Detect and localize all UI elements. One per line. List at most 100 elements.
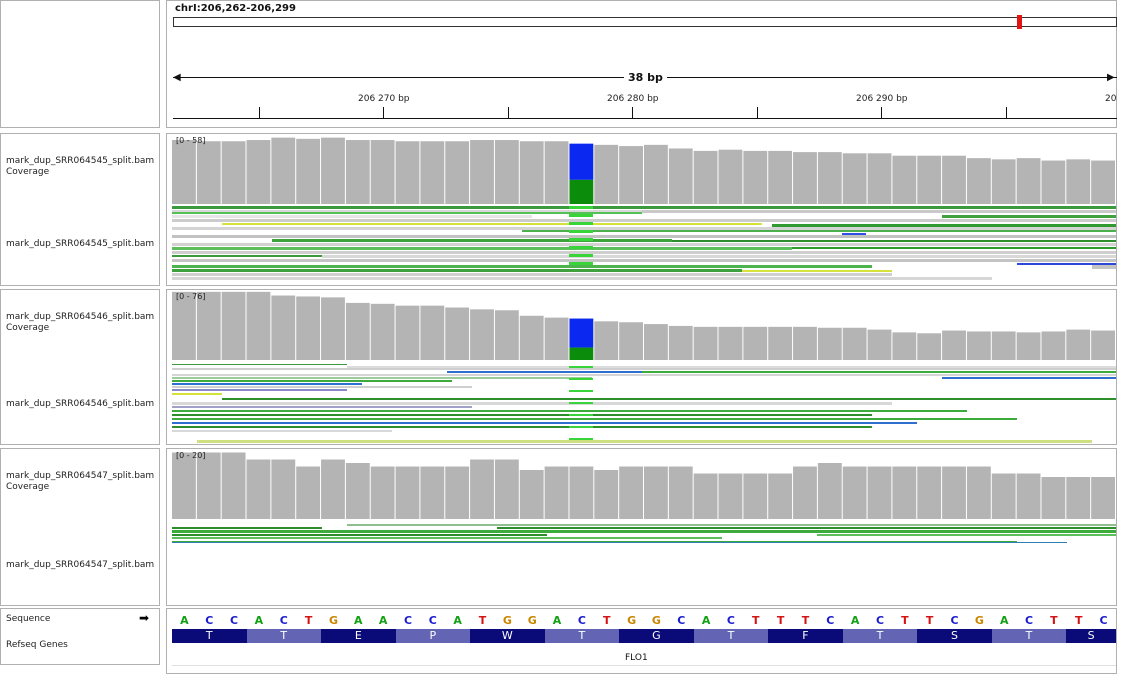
read[interactable]: [347, 366, 1116, 368]
read[interactable]: [672, 240, 1116, 242]
coverage-bar[interactable]: [246, 459, 271, 520]
coverage-bar[interactable]: [743, 326, 768, 360]
read[interactable]: [172, 377, 592, 379]
coverage-bar[interactable]: [668, 148, 693, 204]
read[interactable]: [172, 393, 222, 395]
coverage-bar[interactable]: [420, 141, 445, 204]
coverage-bar[interactable]: [1091, 477, 1115, 519]
coverage-bar[interactable]: [470, 459, 494, 520]
read[interactable]: [172, 251, 1116, 254]
read[interactable]: [172, 215, 532, 218]
coverage-bar[interactable]: [1016, 332, 1041, 360]
coverage-bar[interactable]: [619, 466, 643, 520]
coverage-bar[interactable]: [1091, 160, 1115, 204]
read[interactable]: [172, 389, 347, 391]
coverage-bar[interactable]: [942, 466, 966, 520]
read[interactable]: [172, 269, 742, 272]
coverage-bar[interactable]: [892, 466, 917, 520]
coverage-bar[interactable]: [693, 150, 718, 204]
coverage-bar[interactable]: [619, 146, 643, 204]
read[interactable]: [222, 398, 902, 400]
read[interactable]: [172, 383, 362, 385]
coverage-bar[interactable]: [966, 331, 991, 360]
read[interactable]: [522, 230, 1116, 232]
coverage-bar[interactable]: [519, 315, 544, 360]
coverage-bar[interactable]: [370, 140, 395, 204]
coverage-bar[interactable]: [793, 466, 817, 520]
coverage-bar[interactable]: [420, 466, 445, 520]
coverage-bar[interactable]: [917, 155, 942, 204]
coverage-bar[interactable]: [494, 459, 519, 520]
coverage-bar[interactable]: [296, 296, 321, 360]
read[interactable]: [172, 255, 322, 257]
coverage-bar[interactable]: [370, 466, 395, 520]
coverage-bar[interactable]: [867, 329, 892, 360]
read[interactable]: [942, 215, 1116, 218]
read[interactable]: [172, 530, 1116, 533]
coverage-bar[interactable]: [817, 463, 842, 519]
read[interactable]: [892, 398, 1116, 400]
coverage-bar[interactable]: [768, 473, 793, 520]
coverage-bar[interactable]: [271, 295, 296, 360]
read[interactable]: [172, 402, 892, 405]
read[interactable]: [172, 277, 992, 280]
coverage-bar[interactable]: [817, 152, 842, 204]
coverage-bar[interactable]: [1016, 473, 1041, 520]
coverage-bar[interactable]: [494, 140, 519, 204]
track-data-panel-3[interactable]: [0 - 20]: [166, 448, 1117, 606]
coverage-bar[interactable]: [644, 324, 668, 360]
coverage-bar[interactable]: [867, 153, 892, 204]
refseq-track-name[interactable]: Refseq Genes: [6, 640, 68, 650]
coverage-bar[interactable]: [842, 466, 867, 520]
coverage-track-name[interactable]: mark_dup_SRR064546_split.bam Coverage: [6, 312, 155, 333]
coverage-bar[interactable]: [271, 137, 296, 204]
coverage-bar[interactable]: [470, 309, 494, 360]
read[interactable]: [792, 247, 1116, 249]
coverage-bar[interactable]: [494, 310, 519, 360]
coverage-bar[interactable]: [321, 137, 345, 204]
coverage-bar[interactable]: [420, 305, 445, 360]
coverage-bar[interactable]: [842, 327, 867, 360]
coverage-track-name[interactable]: mark_dup_SRR064547_split.bam Coverage: [6, 471, 155, 492]
read[interactable]: [172, 243, 1116, 246]
coverage-bar[interactable]: [793, 152, 817, 204]
read[interactable]: [322, 255, 1116, 258]
read[interactable]: [172, 235, 1116, 238]
coverage-bar[interactable]: [1066, 159, 1091, 204]
sequence-track-name[interactable]: Sequence: [6, 614, 51, 624]
read[interactable]: [172, 206, 1116, 209]
coverage-bar[interactable]: [991, 473, 1016, 520]
coverage-bar[interactable]: [519, 141, 544, 204]
coverage-bar[interactable]: [693, 473, 718, 520]
coverage-bar[interactable]: [842, 153, 867, 204]
coverage-bar[interactable]: [172, 291, 196, 360]
coverage-chart-3[interactable]: [172, 449, 1116, 521]
read[interactable]: [172, 430, 392, 432]
coverage-bar[interactable]: [1041, 477, 1066, 519]
strand-arrow-icon[interactable]: ➡: [139, 611, 150, 625]
coverage-bar-ref-allele[interactable]: [569, 179, 594, 204]
coverage-bar[interactable]: [196, 291, 221, 360]
coverage-bar[interactable]: [345, 463, 370, 519]
coverage-bar[interactable]: [470, 140, 494, 204]
read[interactable]: [172, 265, 872, 268]
read[interactable]: [817, 534, 1116, 536]
read[interactable]: [172, 527, 322, 529]
read[interactable]: [642, 210, 1116, 213]
read[interactable]: [772, 224, 1116, 227]
coverage-bar[interactable]: [221, 291, 246, 360]
read[interactable]: [172, 247, 792, 250]
coverage-bar[interactable]: [867, 466, 892, 520]
coverage-bar[interactable]: [619, 322, 643, 360]
chromosome-ideogram[interactable]: [173, 15, 1117, 29]
read[interactable]: [447, 371, 647, 373]
coverage-bar[interactable]: [196, 452, 221, 520]
coverage-bar[interactable]: [445, 466, 470, 520]
coverage-bar[interactable]: [793, 326, 817, 360]
alignment-track-name[interactable]: mark_dup_SRR064546_split.bam: [6, 399, 155, 409]
read[interactable]: [172, 406, 472, 408]
coverage-bar[interactable]: [942, 330, 966, 360]
track-data-panel-1[interactable]: [0 - 58]: [166, 133, 1117, 286]
coverage-bar[interactable]: [644, 466, 668, 520]
coverage-bar[interactable]: [296, 466, 321, 520]
